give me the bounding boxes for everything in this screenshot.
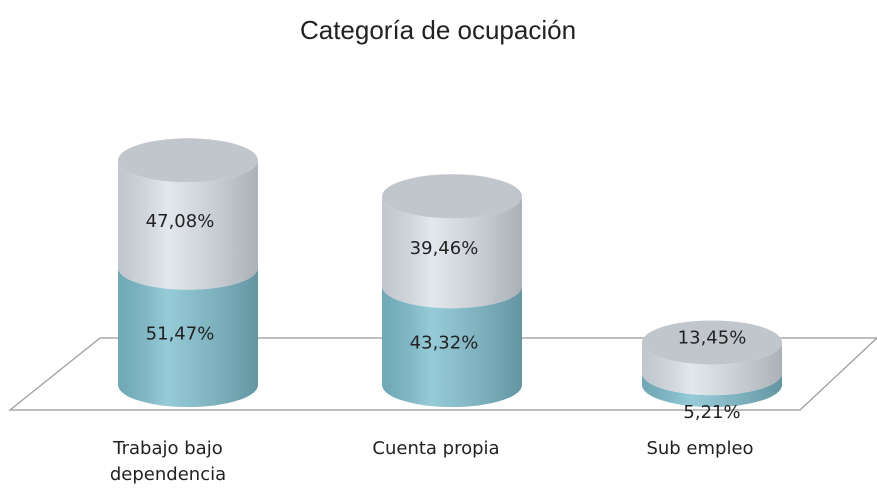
x-tick-label: Cuenta propia	[372, 438, 500, 459]
cylinder-part	[382, 174, 522, 219]
chart-title: Categoría de ocupación	[300, 15, 576, 45]
cylinder-part	[382, 196, 522, 309]
x-tick-label: Sub empleo	[646, 438, 754, 459]
cylinder-part	[118, 138, 258, 183]
data-label: 47,08%	[146, 211, 215, 232]
cylinder-part	[118, 160, 258, 290]
cylinder-segment	[382, 286, 522, 407]
data-label: 5,21%	[683, 402, 740, 423]
cylinder-segment	[118, 138, 258, 290]
cylinder-segment	[642, 320, 782, 396]
cylinder-part	[642, 320, 782, 365]
data-label: 51,47%	[146, 323, 215, 344]
x-tick-label: Trabajo bajo dependencia	[109, 438, 227, 485]
cylinder-part	[642, 342, 782, 396]
cylinder-part	[642, 373, 782, 407]
cylinder-segment	[642, 373, 782, 407]
data-label: 43,32%	[410, 333, 479, 354]
data-label: 39,46%	[410, 238, 479, 259]
floor	[8, 337, 877, 411]
data-label: 13,45%	[678, 327, 747, 348]
cylinder-segment	[382, 174, 522, 309]
cylinder-part	[382, 286, 522, 407]
cylinder-part	[642, 320, 782, 365]
cylinder-part	[382, 174, 522, 219]
cylinder-segment	[118, 267, 258, 407]
cylinder-part	[118, 138, 258, 183]
cylinder-part	[118, 267, 258, 407]
